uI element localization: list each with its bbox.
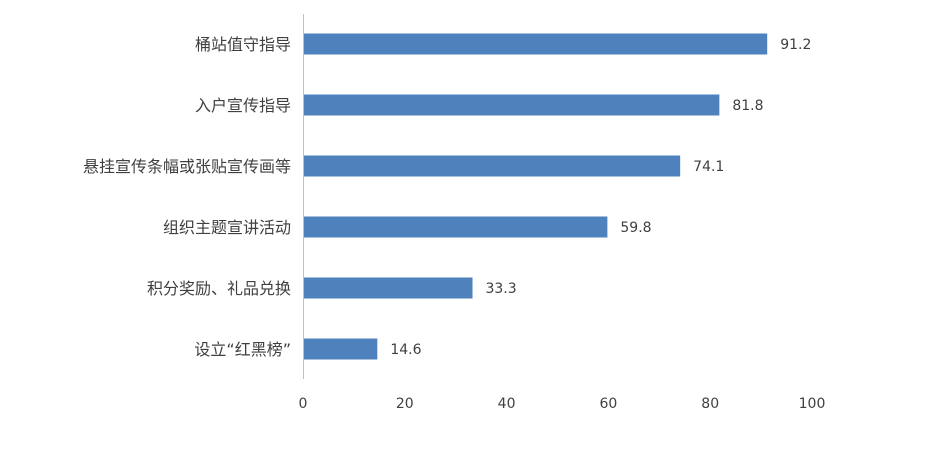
- x-tick-label-100: 100: [799, 396, 826, 412]
- bar-6: [303, 338, 378, 360]
- tick-labels-layer: 0 20 40 60 80 100: [299, 396, 826, 412]
- category-label-4: 组织主题宣讲活动: [163, 218, 291, 237]
- bars-layer: [303, 33, 768, 360]
- x-tick-label-0: 0: [299, 396, 308, 412]
- bar-3: [303, 155, 681, 177]
- bar-5: [303, 277, 473, 299]
- category-label-3: 悬挂宣传条幅或张贴宣传画等: [83, 157, 291, 176]
- x-tick-label-60: 60: [599, 396, 617, 412]
- data-label-3: 74.1: [693, 159, 724, 175]
- value-labels-layer: 91.2 81.8 74.1 59.8 33.3 14.6: [390, 37, 811, 358]
- x-tick-label-80: 80: [701, 396, 719, 412]
- category-label-6: 设立“红黑榜”: [194, 340, 291, 359]
- bar-2: [303, 94, 720, 116]
- data-label-4: 59.8: [620, 220, 651, 236]
- x-tick-label-20: 20: [396, 396, 414, 412]
- category-label-2: 入户宣传指导: [195, 96, 291, 115]
- data-label-6: 14.6: [390, 342, 421, 358]
- x-tick-label-40: 40: [498, 396, 516, 412]
- category-labels-layer: 桶站值守指导入户宣传指导悬挂宣传条幅或张贴宣传画等组织主题宣讲活动积分奖励、礼品…: [83, 35, 291, 359]
- bar-1: [303, 33, 768, 55]
- category-label-5: 积分奖励、礼品兑换: [147, 279, 291, 298]
- data-label-2: 81.8: [732, 98, 763, 114]
- bar-4: [303, 216, 608, 238]
- data-label-5: 33.3: [485, 281, 516, 297]
- category-label-1: 桶站值守指导: [195, 35, 291, 54]
- data-label-1: 91.2: [780, 37, 811, 53]
